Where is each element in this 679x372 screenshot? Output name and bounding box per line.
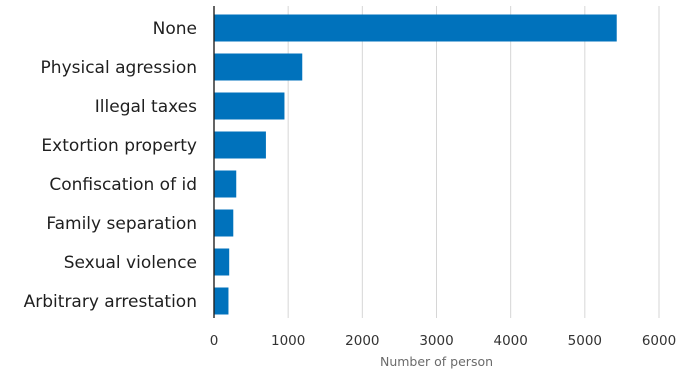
gridlines [287,6,660,318]
category-label: Sexual violence [64,253,197,273]
category-label: None [153,19,197,39]
x-axis-title: Number of person [380,354,493,369]
x-tick-label: 4000 [493,333,527,349]
bar [214,53,303,81]
bar [214,92,285,120]
bar [214,248,230,276]
bar [214,14,617,42]
bar [214,170,237,198]
category-label: Extortion property [41,136,197,156]
category-labels: None Physical agression Illegal taxes Extor… [24,19,197,312]
category-label: Illegal taxes [95,97,197,117]
bars [214,14,617,315]
category-label: Confiscation of id [49,175,197,195]
category-label: Arbitrary arrestation [24,292,197,312]
x-tick-label: 5000 [568,333,602,349]
bar [214,131,266,159]
category-label: Family separation [46,214,197,234]
x-tick-labels: 0 1000 2000 3000 4000 5000 6000 [210,333,676,349]
x-tick-label: 0 [210,333,219,349]
bar [214,209,234,237]
x-tick-label: 6000 [642,333,676,349]
bar [214,287,229,315]
category-label: Physical agression [41,58,197,78]
x-tick-label: 3000 [419,333,453,349]
x-tick-label: 1000 [271,333,305,349]
x-tick-label: 2000 [345,333,379,349]
